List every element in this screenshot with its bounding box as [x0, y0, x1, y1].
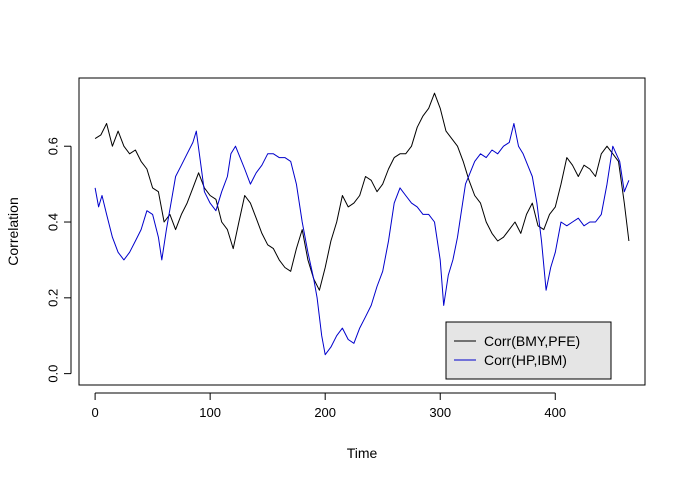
series-layer	[94, 92, 630, 356]
legend-label-bmy-pfe: Corr(BMY,PFE)	[484, 333, 580, 349]
y-tick-label: 0.0	[46, 365, 61, 383]
legend-box	[445, 321, 612, 380]
x-axis-title: Time	[347, 445, 378, 461]
y-tick-label: 0.6	[46, 137, 61, 155]
y-axis-ticks: 0.0 0.2 0.4 0.6	[46, 137, 71, 383]
x-tick-label: 400	[544, 405, 566, 420]
legend-label-hp-ibm: Corr(HP,IBM)	[484, 352, 567, 368]
series-line-1	[94, 123, 630, 356]
y-tick-label: 0.4	[46, 213, 61, 231]
x-tick-label: 300	[429, 405, 451, 420]
x-tick-label: 0	[91, 405, 98, 420]
x-tick-label: 200	[314, 405, 336, 420]
x-tick-label: 100	[199, 405, 221, 420]
plot-frame	[78, 77, 646, 386]
series-line-0	[94, 92, 630, 291]
x-axis-ticks: 0 100 200 300 400	[91, 393, 566, 420]
legend: Corr(BMY,PFE) Corr(HP,IBM)	[445, 321, 612, 380]
y-tick-label: 0.2	[46, 289, 61, 307]
y-axis-title: Correlation	[5, 197, 21, 265]
